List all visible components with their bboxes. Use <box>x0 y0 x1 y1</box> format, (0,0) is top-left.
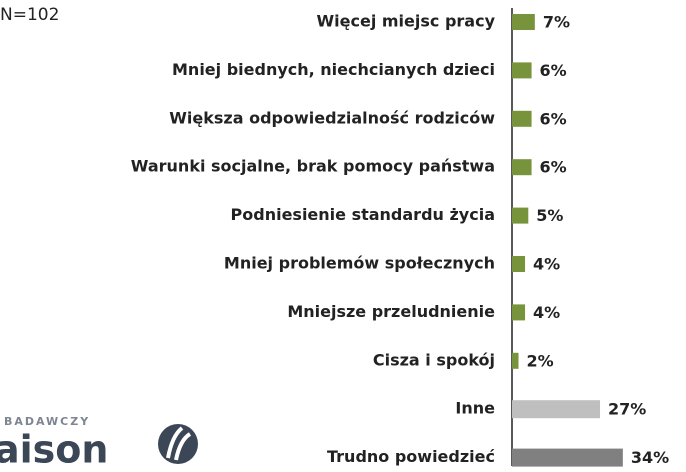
category-label: Więcej miejsc pracy <box>317 12 496 31</box>
category-label: Podniesienie standardu życia <box>231 205 495 224</box>
category-label: Mniej biednych, niechcianych dzieci <box>172 60 495 79</box>
logo-bottom: aison <box>0 428 108 472</box>
category-label: Mniejsze przeludnienie <box>287 302 495 321</box>
value-label: 34% <box>631 448 669 467</box>
value-label: 2% <box>527 351 554 370</box>
logo: BADAWCZY aison <box>0 415 198 472</box>
bar <box>512 256 526 272</box>
value-label: 7% <box>543 13 570 32</box>
category-label: Mniej problemów społecznych <box>224 254 495 273</box>
sample-size: N=102 <box>0 5 59 25</box>
value-label: 6% <box>540 158 567 177</box>
value-label: 5% <box>536 206 563 225</box>
category-label: Inne <box>455 399 495 418</box>
value-label: 27% <box>608 400 646 419</box>
bar <box>512 400 601 419</box>
bar <box>512 207 529 224</box>
value-label: 6% <box>540 61 567 80</box>
category-label: Cisza i spokój <box>373 350 495 369</box>
logo-top: BADAWCZY <box>4 415 90 428</box>
bar <box>512 352 519 369</box>
bar <box>512 448 623 467</box>
category-label: Większa odpowiedzialność rodziców <box>169 108 495 127</box>
logo-icon-stripes <box>166 426 192 461</box>
value-label: 4% <box>533 303 560 322</box>
category-label: Warunki socjalne, brak pomocy państwa <box>131 157 495 176</box>
value-label: 4% <box>533 255 560 274</box>
value-label: 6% <box>540 109 567 128</box>
bar <box>512 62 532 79</box>
bar <box>512 14 535 30</box>
bar <box>512 159 532 176</box>
category-label: Trudno powiedzieć <box>327 447 495 466</box>
bar <box>512 110 532 127</box>
bar <box>512 304 526 321</box>
